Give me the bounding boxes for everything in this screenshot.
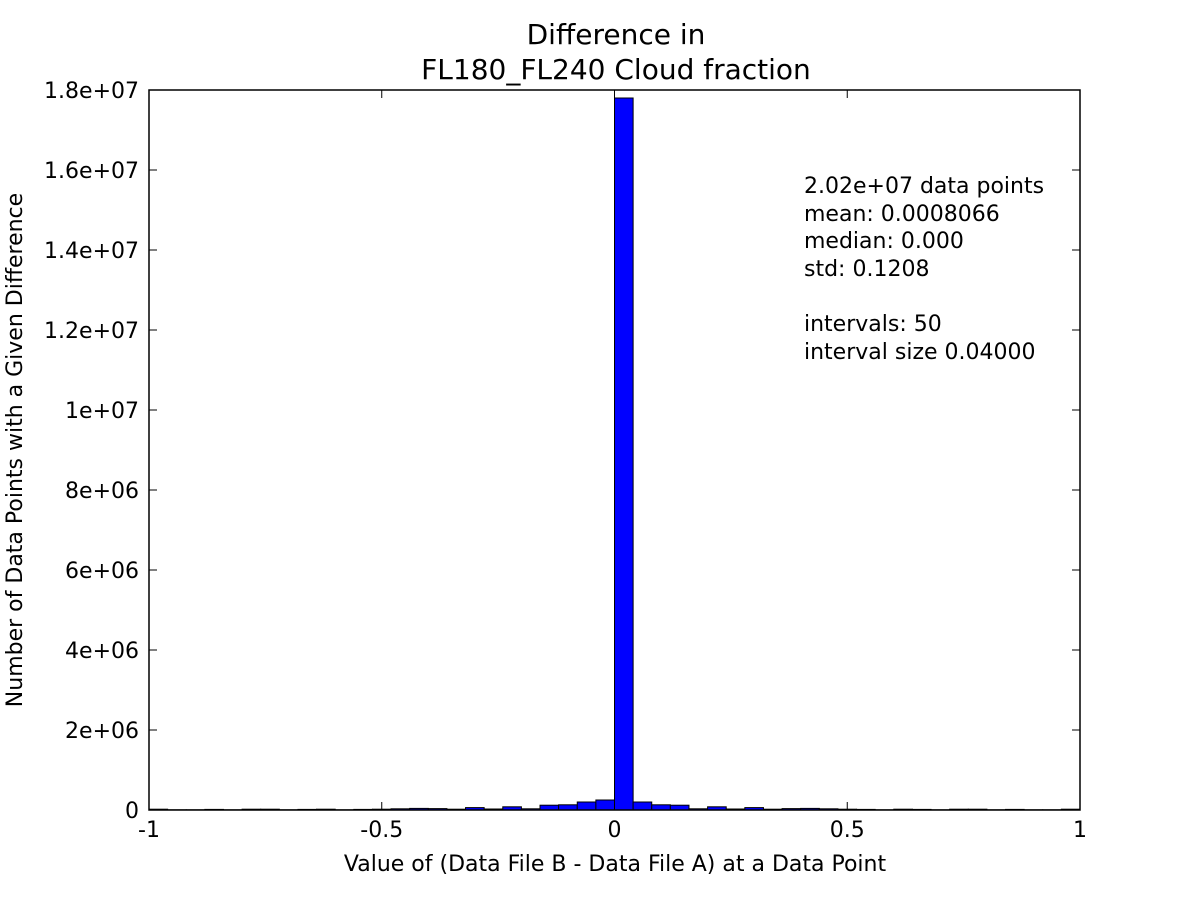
histogram-bar bbox=[632, 801, 653, 811]
annotation-data-points: 2.02e+07 data points bbox=[804, 174, 1044, 199]
annotation-std: std: 0.1208 bbox=[804, 257, 929, 282]
annotation-interval-size: interval size 0.04000 bbox=[804, 340, 1036, 365]
x-tick-label: 1 bbox=[1073, 818, 1087, 843]
histogram-bar bbox=[558, 804, 578, 811]
histogram-bar bbox=[576, 801, 597, 811]
y-tick-label: 1e+07 bbox=[65, 399, 139, 424]
y-tick-label: 8e+06 bbox=[65, 479, 139, 504]
x-tick-label: -1 bbox=[138, 818, 160, 843]
annotation-mean: mean: 0.0008066 bbox=[804, 202, 1000, 227]
x-axis-label: Value of (Data File B - Data File A) at … bbox=[344, 852, 887, 877]
chart-title-line-2: FL180_FL240 Cloud fraction bbox=[421, 53, 811, 86]
x-tick-label: -0.5 bbox=[360, 818, 403, 843]
y-tick-label: 1.6e+07 bbox=[44, 159, 139, 184]
histogram-bar bbox=[614, 97, 634, 811]
ticks-group: -1 -0.5 0 0.5 1 0 2e+06 4e+06 6e+06 8e+06 1e+07 1.2… bbox=[44, 79, 1087, 843]
y-tick-label: 0 bbox=[125, 799, 139, 824]
y-tick-label: 1.2e+07 bbox=[44, 319, 139, 344]
chart-title-line-1: Difference in bbox=[527, 18, 706, 51]
plot-frame bbox=[148, 89, 1081, 811]
stats-annotation: 2.02e+07 data points mean: 0.0008066 med… bbox=[804, 174, 1044, 365]
y-tick-label: 1.4e+07 bbox=[44, 239, 139, 264]
x-tick-label: 0 bbox=[608, 818, 622, 843]
annotation-median: median: 0.000 bbox=[804, 229, 964, 254]
y-tick-label: 2e+06 bbox=[65, 719, 139, 744]
y-tick-label: 6e+06 bbox=[65, 559, 139, 584]
y-tick-label: 1.8e+07 bbox=[44, 79, 139, 104]
annotation-intervals: intervals: 50 bbox=[804, 312, 942, 337]
histogram-bar bbox=[651, 804, 671, 811]
y-axis-label: Number of Data Points with a Given Diffe… bbox=[3, 193, 28, 707]
histogram-bar bbox=[595, 799, 616, 811]
x-tick-label: 0.5 bbox=[830, 818, 865, 843]
y-tick-label: 4e+06 bbox=[65, 639, 139, 664]
